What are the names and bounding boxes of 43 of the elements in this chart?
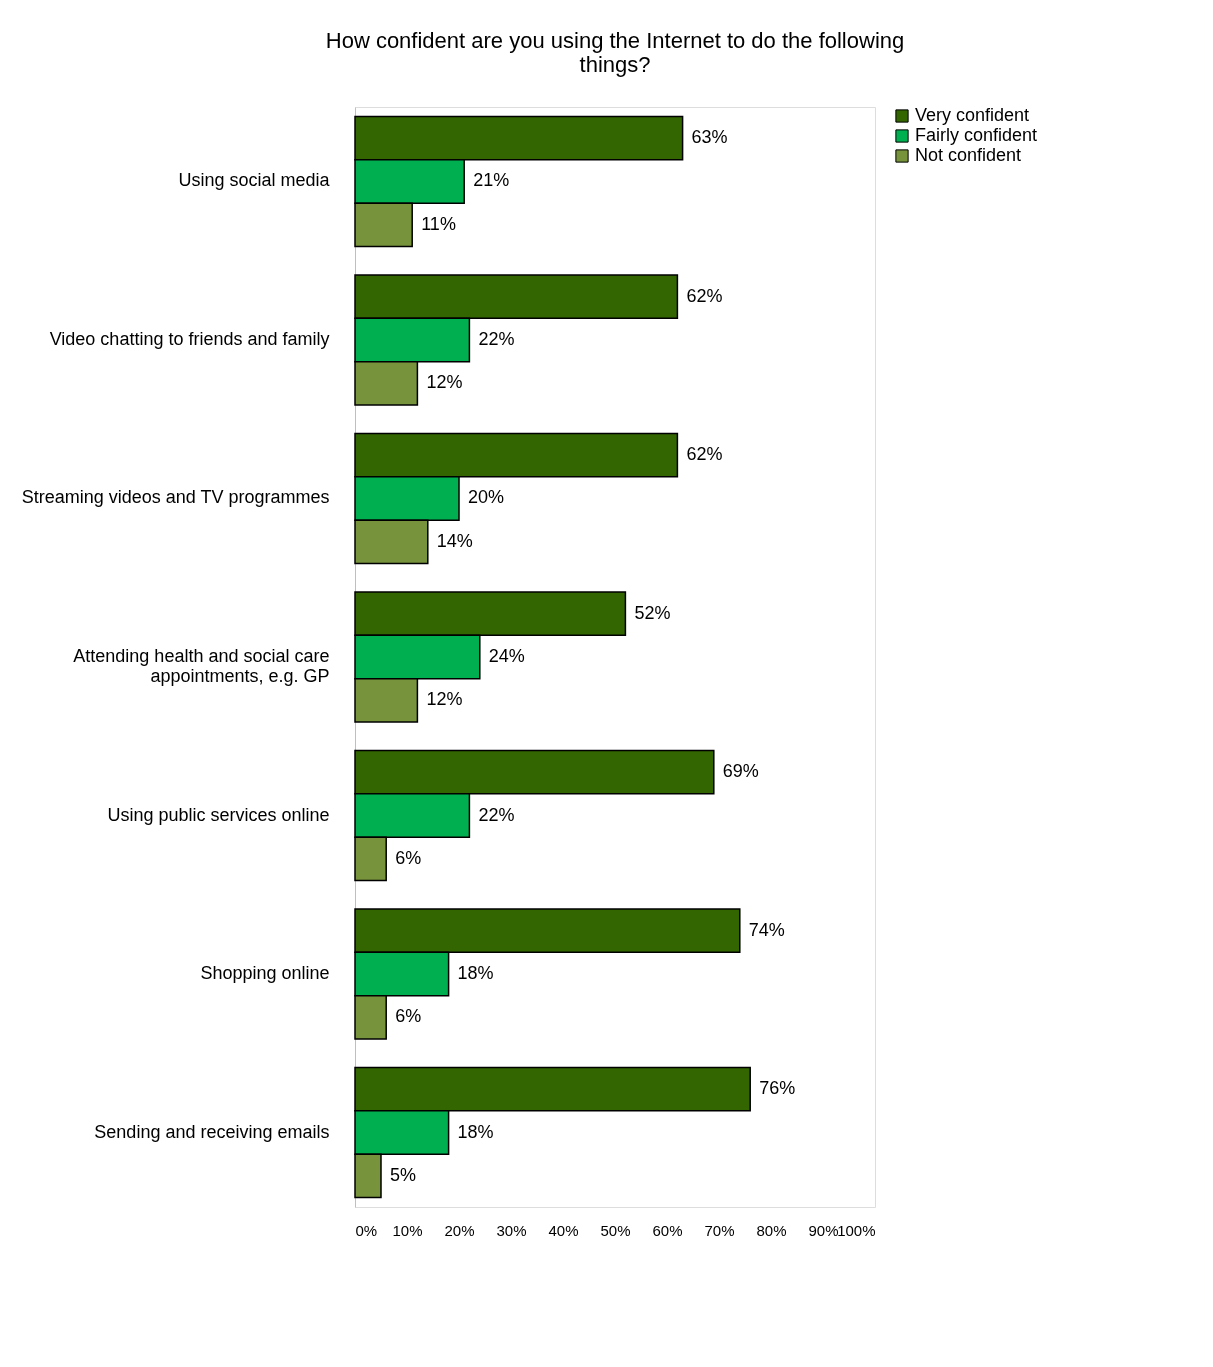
data-label: 52% xyxy=(634,602,671,623)
data-label: 63% xyxy=(691,127,728,148)
data-label: 12% xyxy=(426,689,463,710)
data-label: 21% xyxy=(473,170,510,191)
data-label: 22% xyxy=(478,804,515,825)
data-label: 22% xyxy=(478,329,515,349)
data-label: 12% xyxy=(426,372,463,393)
data-label: 6% xyxy=(395,847,422,868)
y-tick-label: Video chatting to friends and family xyxy=(49,329,330,349)
x-tick-label: 60% xyxy=(652,1221,683,1239)
legend-label: Not confident xyxy=(915,145,1022,165)
data-label: 62% xyxy=(686,285,723,306)
x-tick-label: 20% xyxy=(444,1221,475,1239)
legend-label: Very confident xyxy=(915,105,1030,125)
data-label: 18% xyxy=(457,1121,494,1142)
y-tick-label: Streaming videos and TV programmes xyxy=(21,487,330,508)
data-label: 5% xyxy=(390,1164,417,1185)
legend-label: Fairly confident xyxy=(915,125,1038,145)
data-label: 6% xyxy=(395,1006,422,1027)
x-tick-label: 10% xyxy=(392,1221,423,1239)
y-tick-label: Using public services online xyxy=(107,804,330,825)
y-tick-label: Attending health and social care appointments, e.g. GP xyxy=(73,646,330,686)
x-tick-label: 100% xyxy=(837,1221,876,1239)
data-label: 76% xyxy=(759,1078,796,1099)
y-tick-label: Shopping online xyxy=(200,963,330,983)
y-tick-label: Sending and receiving emails xyxy=(94,1121,330,1142)
x-tick-label: 70% xyxy=(704,1221,735,1239)
data-label: 14% xyxy=(436,530,473,551)
x-tick-label: 80% xyxy=(756,1221,787,1239)
x-tick-label: 90% xyxy=(808,1221,839,1239)
data-label: 24% xyxy=(488,646,525,666)
data-label: 62% xyxy=(686,444,723,465)
data-label: 11% xyxy=(421,213,456,234)
data-label: 20% xyxy=(468,487,505,508)
chart-title: How confident are you using the Internet to do the following things? xyxy=(325,28,905,77)
y-tick-label: Using social media xyxy=(178,170,331,191)
data-label: 74% xyxy=(748,919,785,940)
data-label: 18% xyxy=(457,963,494,983)
x-tick-label: 40% xyxy=(548,1221,579,1239)
data-label: 69% xyxy=(722,761,759,782)
x-tick-label: 30% xyxy=(496,1221,527,1239)
x-tick-label: 50% xyxy=(600,1221,631,1239)
x-tick-label: 0% xyxy=(355,1221,378,1239)
